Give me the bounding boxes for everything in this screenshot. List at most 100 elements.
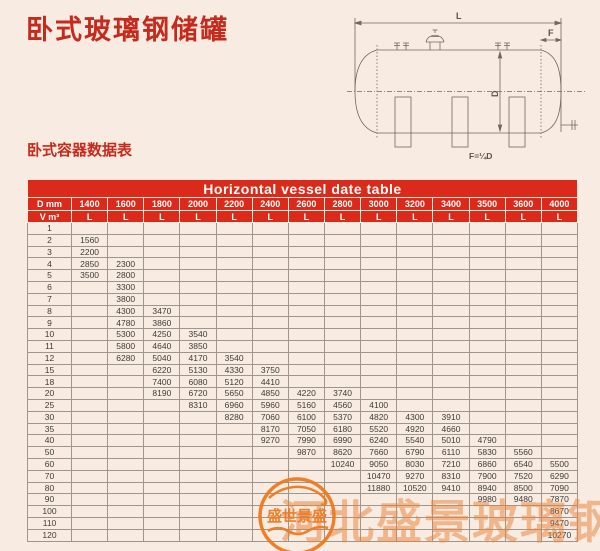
cell: 8030	[396, 457, 434, 471]
cell	[540, 339, 579, 353]
table-row: 15 6220 5130 4330 3750	[27, 363, 579, 377]
row-header-v: 1	[27, 222, 72, 235]
unit-cell: L	[504, 210, 542, 223]
cell	[215, 328, 253, 341]
cell	[143, 410, 181, 424]
table-row: 7 3800	[27, 292, 579, 306]
cell	[504, 269, 542, 282]
row-header-v: 70	[27, 469, 72, 483]
cell: 10270	[540, 528, 579, 542]
cell	[287, 257, 325, 271]
cell: 9050	[360, 457, 398, 471]
cell	[396, 339, 434, 353]
cell	[540, 363, 579, 377]
cell	[287, 505, 325, 518]
cell	[432, 245, 470, 259]
cell: 8620	[323, 446, 362, 459]
cell	[143, 481, 181, 495]
cell	[396, 363, 434, 377]
cell	[504, 339, 542, 353]
cell: 10240	[323, 457, 362, 471]
cell	[287, 375, 325, 389]
cell	[323, 505, 362, 518]
row-header-v: 60	[27, 457, 72, 471]
cell	[70, 457, 109, 471]
cell: 5370	[323, 410, 362, 424]
row-header-v: 2	[27, 233, 72, 247]
cell	[251, 351, 289, 365]
dim-F-label: F	[548, 28, 554, 38]
cell	[468, 398, 506, 412]
cell	[251, 222, 289, 235]
row-header-v: 25	[27, 398, 72, 412]
cell	[179, 493, 217, 507]
cell	[468, 516, 506, 530]
cell	[323, 351, 362, 365]
cell: 6180	[323, 422, 362, 436]
unit-cell: L	[468, 210, 506, 223]
cell	[215, 292, 253, 306]
row-header-v: 7	[27, 292, 72, 306]
cell	[251, 280, 289, 294]
cell: 3540	[179, 328, 217, 341]
table-row: 60 10240 9050 8030 7210 6860 6540 5500	[27, 457, 579, 471]
cell	[360, 245, 398, 259]
cell	[468, 528, 506, 542]
cell	[70, 375, 109, 389]
cell	[215, 280, 253, 294]
cell	[215, 422, 253, 436]
cell	[504, 516, 542, 530]
table-row: 50 9870 8620 7660 6790 6110 5830 5560	[27, 446, 579, 459]
cell	[432, 398, 470, 412]
cell	[179, 516, 217, 530]
cell	[70, 481, 109, 495]
cell	[540, 280, 579, 294]
col-header-2000: 2000	[179, 197, 217, 211]
cell	[287, 469, 325, 483]
manhole-icon	[425, 29, 445, 50]
cell	[251, 516, 289, 530]
cell: 4300	[396, 410, 434, 424]
cell	[143, 505, 181, 518]
cell	[360, 292, 398, 306]
cell: 5560	[504, 446, 542, 459]
cell	[251, 457, 289, 471]
cell	[396, 351, 434, 365]
cell	[504, 328, 542, 341]
centerlines	[347, 45, 585, 138]
cell	[540, 222, 579, 235]
cell: 4920	[396, 422, 434, 436]
cell	[432, 351, 470, 365]
cell	[504, 434, 542, 448]
row-header-v: 5	[27, 269, 72, 282]
row-header-v: 20	[27, 387, 72, 400]
cell: 6220	[143, 363, 181, 377]
cell	[360, 505, 398, 518]
cell	[179, 505, 217, 518]
cell	[107, 233, 145, 247]
cell: 6720	[179, 387, 217, 400]
table-row: 11 5800 4640 3850	[27, 339, 579, 353]
cell	[432, 316, 470, 330]
cell	[360, 328, 398, 341]
cell	[504, 410, 542, 424]
cell	[287, 292, 325, 306]
cell	[143, 245, 181, 259]
col-header-1400: 1400	[70, 197, 109, 211]
cell	[70, 446, 109, 459]
cell	[323, 222, 362, 235]
cell: 9980	[468, 493, 506, 507]
cell	[540, 410, 579, 424]
cell: 6540	[504, 457, 542, 471]
cell	[70, 316, 109, 330]
cell: 5650	[215, 387, 253, 400]
cell	[396, 280, 434, 294]
cell	[396, 528, 434, 542]
cell	[504, 422, 542, 436]
cell	[468, 304, 506, 318]
cell	[432, 233, 470, 247]
col-header-1800: 1800	[143, 197, 181, 211]
unit-cell: L	[251, 210, 289, 223]
cell	[107, 410, 145, 424]
cell	[360, 493, 398, 507]
